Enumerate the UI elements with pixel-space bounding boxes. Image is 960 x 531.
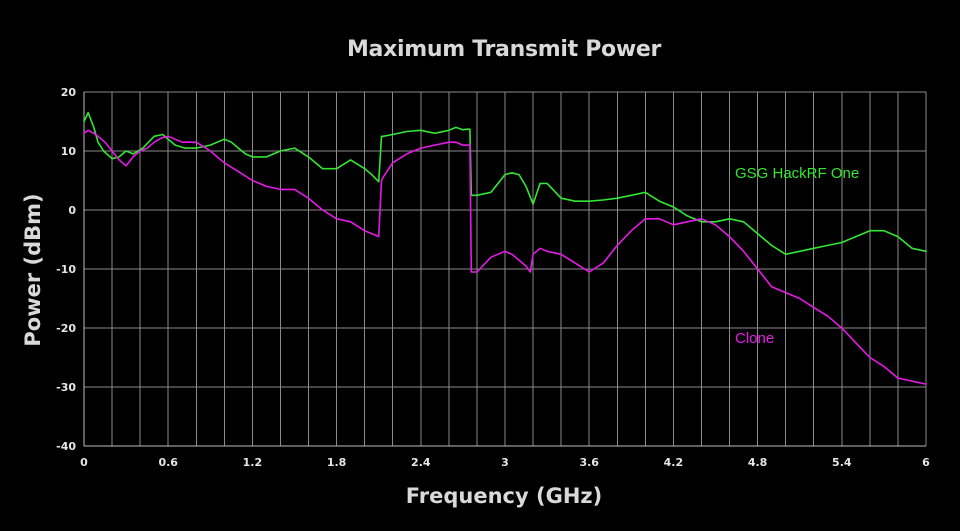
x-axis-label: Frequency (GHz) xyxy=(406,484,602,508)
x-tick-label: 4.8 xyxy=(748,456,768,469)
x-tick-label: 4.2 xyxy=(664,456,684,469)
x-tick-label: 1.8 xyxy=(327,456,347,469)
y-axis-label: Power (dBm) xyxy=(21,193,45,346)
x-tick-label: 3.6 xyxy=(579,456,599,469)
series-line-clone xyxy=(83,129,927,385)
y-tick-label: 10 xyxy=(61,145,77,158)
series-label-hackrf: GSG HackRF One xyxy=(735,165,859,182)
x-tick-label: 5.4 xyxy=(832,456,852,469)
series-label-clone: Clone xyxy=(735,330,774,347)
x-tick-label: 1.2 xyxy=(243,456,263,469)
x-tick-label: 2.4 xyxy=(411,456,431,469)
x-tick-label: 0.6 xyxy=(158,456,178,469)
y-tick-label: -10 xyxy=(56,263,76,276)
y-tick-label: -20 xyxy=(56,322,76,335)
y-tick-label: 20 xyxy=(61,86,77,99)
y-tick-label: -30 xyxy=(56,381,76,394)
x-tick-label: 6 xyxy=(922,456,930,469)
series-lines xyxy=(83,111,927,385)
series-line-gsg-hackrf-one xyxy=(83,111,927,256)
y-tick-label: 0 xyxy=(68,204,76,217)
x-tick-label: 3 xyxy=(501,456,509,469)
x-tick-label: 0 xyxy=(80,456,88,469)
x-tick-labels: 0 0.6 1.2 1.8 2.4 3 3.6 4.2 4.8 5.4 6 xyxy=(80,456,930,469)
y-tick-label: -40 xyxy=(56,440,76,453)
axes xyxy=(83,92,926,447)
y-tick-labels: 20 10 0 -10 -20 -30 -40 xyxy=(56,86,76,453)
chart-title: Maximum Transmit Power xyxy=(347,37,662,62)
